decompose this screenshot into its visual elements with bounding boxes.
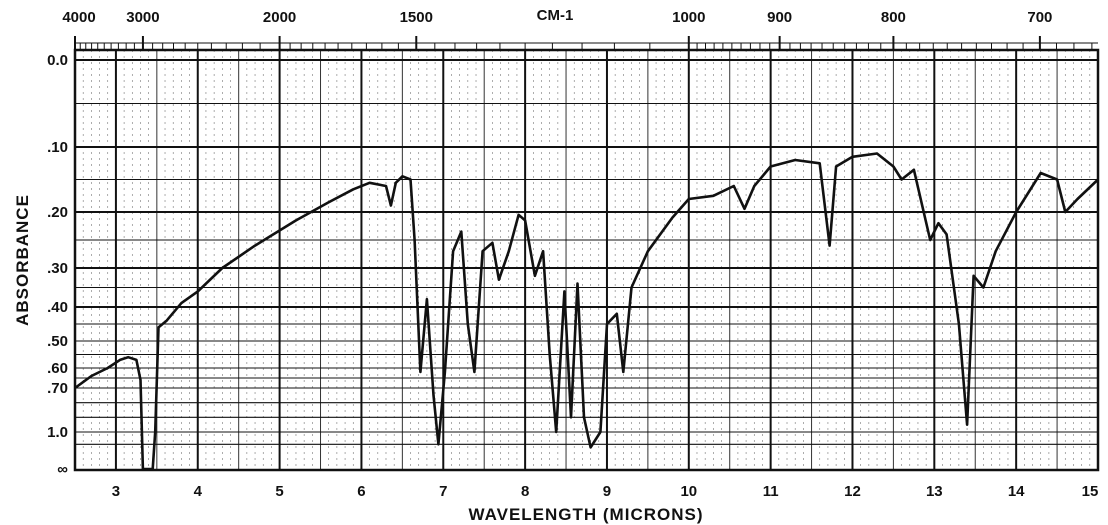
top-tick-label: 900 <box>767 9 792 26</box>
x-axis-title: WAVELENGTH (MICRONS) <box>468 505 703 524</box>
top-tick-label: 1500 <box>400 9 433 26</box>
y-tick-label: 1.0 <box>47 424 68 441</box>
top-axis-label: CM-1 <box>537 7 574 24</box>
x-tick-label: 6 <box>357 483 365 500</box>
x-tick-label: 8 <box>521 483 529 500</box>
y-tick-label: .10 <box>47 139 68 156</box>
y-tick-label: .70 <box>47 380 68 397</box>
x-tick-label: 14 <box>1008 483 1025 500</box>
tick-labels: 4000 3000 2000 1500 1000 900 800 700 3 4 5 6 7 8 9 10 11… <box>47 9 1098 500</box>
x-tick-label: 10 <box>680 483 697 500</box>
y-tick-label: ∞ <box>57 461 68 478</box>
x-tick-label: 12 <box>844 483 861 500</box>
top-tick-label: 3000 <box>126 9 159 26</box>
top-tick-label: 800 <box>881 9 906 26</box>
x-tick-label: 13 <box>926 483 943 500</box>
x-tick-label: 3 <box>112 483 120 500</box>
x-tick-label: 5 <box>275 483 283 500</box>
x-tick-label: 15 <box>1082 483 1099 500</box>
grid <box>74 50 1098 470</box>
top-tick-label: 4000 <box>62 9 95 26</box>
plot-frame <box>73 48 1100 472</box>
y-tick-label: .20 <box>47 204 68 221</box>
top-wavenumber-ruler <box>74 36 1098 50</box>
y-tick-label: .60 <box>47 360 68 377</box>
x-tick-label: 4 <box>194 483 203 500</box>
y-tick-label: .50 <box>47 333 68 350</box>
y-tick-label: .40 <box>47 299 68 316</box>
absorbance-trace <box>74 152 1099 471</box>
y-tick-label: .30 <box>47 260 68 277</box>
x-tick-label: 7 <box>439 483 447 500</box>
x-tick-label: 11 <box>763 483 779 500</box>
top-tick-label: 2000 <box>263 9 296 26</box>
x-tick-label: 9 <box>603 483 611 500</box>
top-tick-label: 700 <box>1027 9 1052 26</box>
y-axis-title: ABSORBANCE <box>13 194 32 326</box>
top-tick-label: 1000 <box>672 9 705 26</box>
y-tick-label: 0.0 <box>47 52 68 69</box>
